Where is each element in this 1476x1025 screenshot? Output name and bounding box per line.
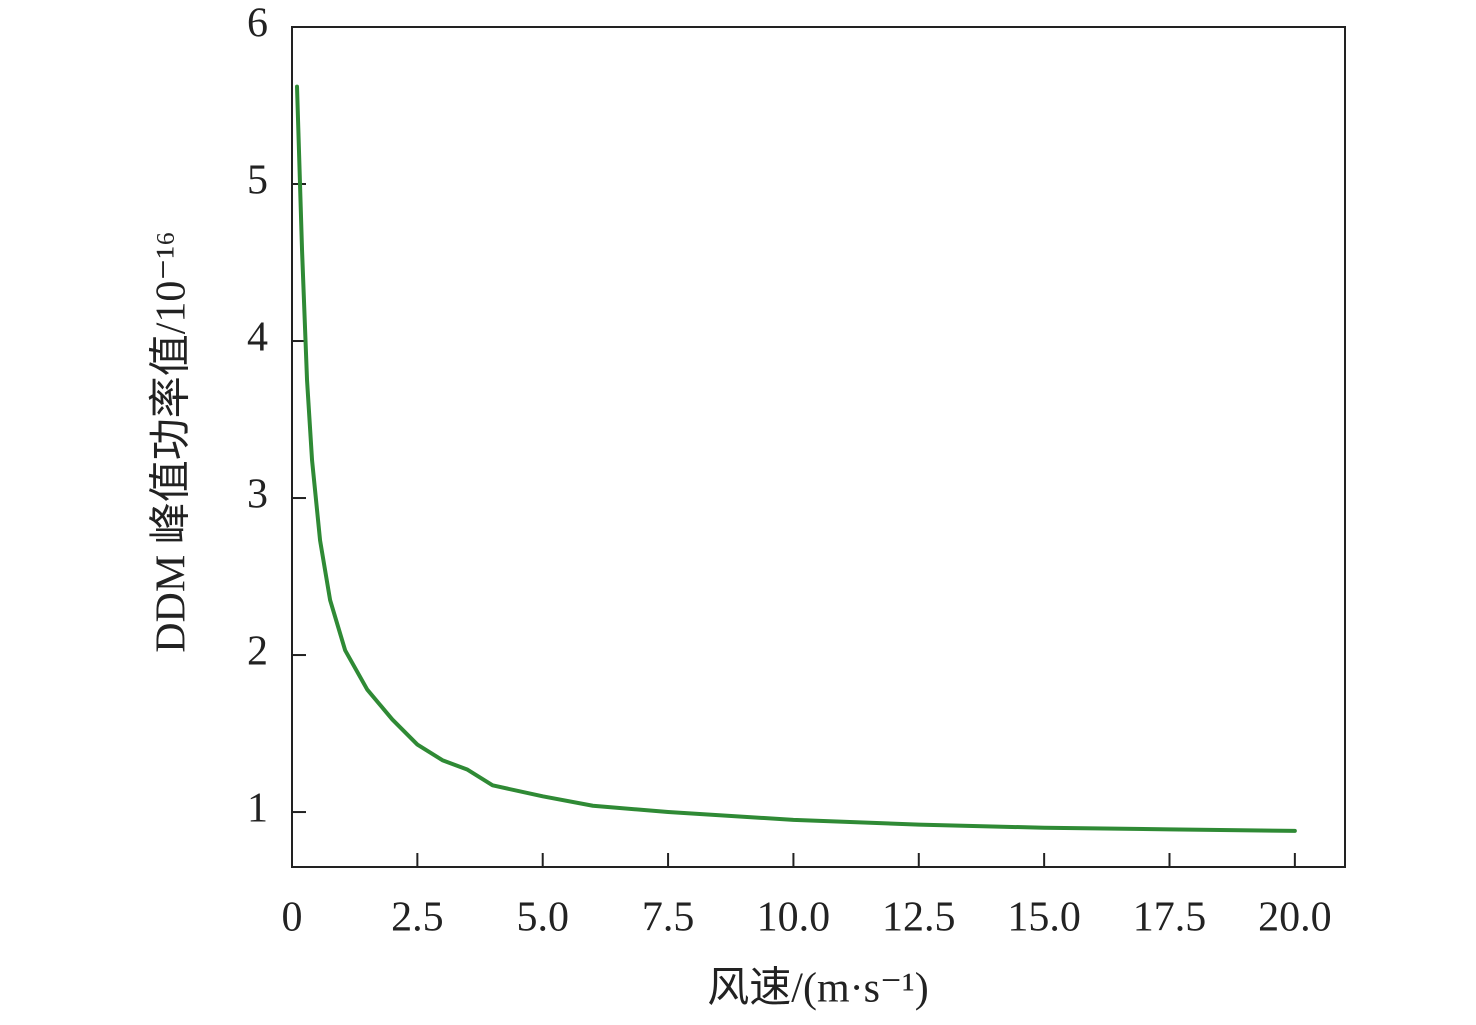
y-tick-label: 6 xyxy=(247,1,268,47)
y-tick-label: 2 xyxy=(247,629,268,675)
x-tick-label: 12.5 xyxy=(882,895,956,941)
y-tick-label: 4 xyxy=(247,315,268,361)
y-tick-label: 1 xyxy=(247,786,268,832)
x-tick-label: 5.0 xyxy=(516,895,569,941)
x-tick-label: 15.0 xyxy=(1007,895,1081,941)
data-line xyxy=(295,84,1297,833)
y-tick-label: 3 xyxy=(247,472,268,518)
y-tick-label: 5 xyxy=(247,158,268,204)
plot-frame xyxy=(291,26,1346,868)
x-tick-label: 10.0 xyxy=(757,895,831,941)
x-axis-label: 风速/(m·s⁻¹) xyxy=(707,966,928,1012)
x-tick-label: 7.5 xyxy=(642,895,695,941)
x-tick-label: 17.5 xyxy=(1133,895,1207,941)
y-axis-label: DDM 峰值功率值/10⁻¹⁶ xyxy=(148,231,195,653)
x-tick-label: 20.0 xyxy=(1258,895,1332,941)
x-tick-label: 2.5 xyxy=(391,895,444,941)
x-tick-label: 0 xyxy=(282,895,303,941)
